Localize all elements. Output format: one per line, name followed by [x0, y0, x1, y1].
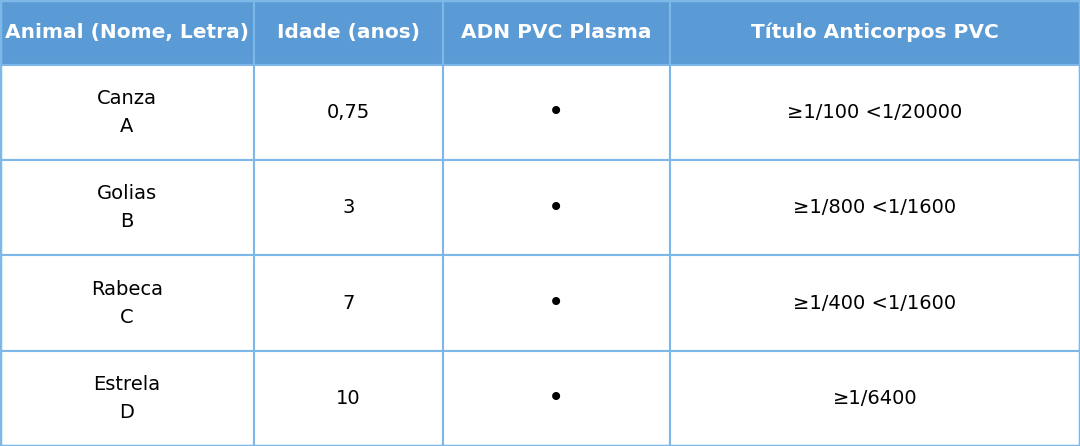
Bar — [254, 160, 443, 255]
Text: •: • — [548, 98, 565, 126]
Text: 0,75: 0,75 — [326, 103, 370, 122]
Text: ADN PVC Plasma: ADN PVC Plasma — [461, 23, 651, 42]
Bar — [254, 0, 443, 65]
Bar — [254, 351, 443, 446]
Text: Canza
A: Canza A — [97, 89, 157, 136]
Bar — [0, 255, 254, 351]
Bar — [443, 160, 670, 255]
Bar — [0, 351, 254, 446]
Bar — [0, 0, 254, 65]
Bar — [443, 255, 670, 351]
Bar — [443, 65, 670, 160]
Text: •: • — [548, 194, 565, 222]
Bar — [670, 160, 1080, 255]
Bar — [0, 65, 254, 160]
Bar — [254, 255, 443, 351]
Bar — [443, 0, 670, 65]
Bar — [670, 351, 1080, 446]
Text: Estrela
D: Estrela D — [93, 375, 161, 422]
Text: 3: 3 — [342, 198, 354, 217]
Text: ≥1/800 <1/1600: ≥1/800 <1/1600 — [793, 198, 957, 217]
Text: Animal (Nome, Letra): Animal (Nome, Letra) — [5, 23, 248, 42]
Text: 7: 7 — [342, 293, 354, 313]
Text: ≥1/100 <1/20000: ≥1/100 <1/20000 — [787, 103, 962, 122]
Bar — [670, 0, 1080, 65]
Text: ≥1/6400: ≥1/6400 — [833, 389, 917, 408]
Bar — [670, 255, 1080, 351]
Text: Título Anticorpos PVC: Título Anticorpos PVC — [751, 23, 999, 42]
Bar — [443, 351, 670, 446]
Text: •: • — [548, 384, 565, 413]
Text: •: • — [548, 289, 565, 317]
Text: ≥1/400 <1/1600: ≥1/400 <1/1600 — [793, 293, 957, 313]
Text: Idade (anos): Idade (anos) — [276, 23, 420, 42]
Text: Rabeca
C: Rabeca C — [91, 280, 163, 326]
Bar — [670, 65, 1080, 160]
Text: 10: 10 — [336, 389, 361, 408]
Bar — [254, 65, 443, 160]
Text: Golias
B: Golias B — [97, 184, 157, 231]
Bar — [0, 160, 254, 255]
